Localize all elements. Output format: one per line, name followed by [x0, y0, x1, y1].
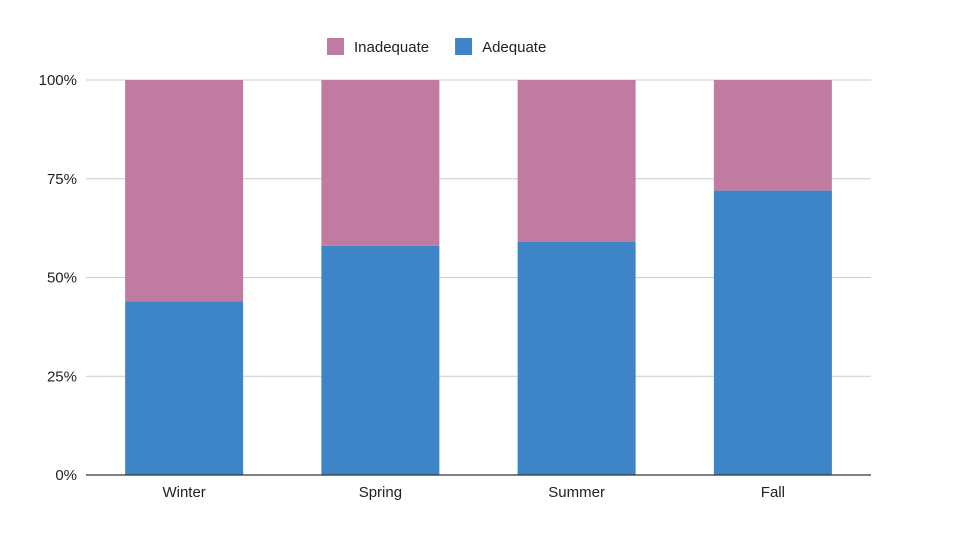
bar-adequate-summer	[517, 241, 636, 475]
x-tick-label: Summer	[548, 484, 605, 501]
legend-swatch-inadequate	[327, 38, 344, 55]
bar-inadequate-spring	[321, 80, 440, 246]
bar-inadequate-winter	[125, 80, 244, 302]
y-tick-label: 50%	[47, 270, 77, 287]
bar-inadequate-summer	[517, 80, 636, 242]
bars	[125, 80, 832, 475]
legend-item-inadequate: Inadequate	[327, 38, 429, 56]
x-tick-label: Spring	[359, 484, 402, 501]
y-tick-label: 25%	[47, 368, 77, 385]
y-tick-label: 75%	[47, 171, 77, 188]
legend-swatch-adequate	[455, 38, 473, 55]
bar-adequate-fall	[713, 190, 832, 475]
y-tick-label: 0%	[55, 467, 77, 484]
legend-label-adequate: Adequate	[482, 39, 546, 56]
chart-legend: Inadequate Adequate	[327, 38, 546, 56]
legend-item-adequate: Adequate	[455, 38, 546, 56]
bar-adequate-winter	[125, 301, 244, 475]
y-axis-ticks: 0% 25% 50% 75% 100%	[39, 72, 77, 484]
x-tick-label: Winter	[162, 484, 205, 501]
bar-adequate-spring	[321, 245, 440, 475]
x-axis-ticks: Winter Spring Summer Fall	[162, 484, 785, 501]
y-tick-label: 100%	[39, 72, 77, 89]
legend-label-inadequate: Inadequate	[354, 39, 429, 56]
bar-inadequate-fall	[713, 80, 832, 191]
x-tick-label: Fall	[761, 484, 785, 501]
